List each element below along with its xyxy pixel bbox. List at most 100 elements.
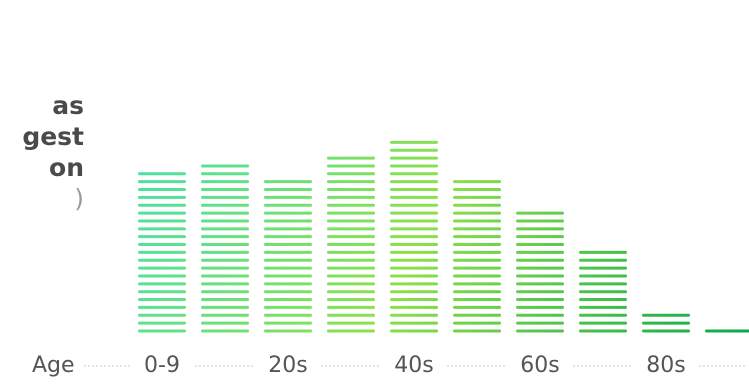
bar-segment bbox=[138, 321, 186, 325]
bar-segment bbox=[327, 235, 375, 239]
bar-segment bbox=[201, 172, 249, 176]
bar-segment bbox=[264, 290, 312, 294]
bar-segment bbox=[327, 290, 375, 294]
bar-segment bbox=[138, 172, 186, 176]
bar-segment bbox=[453, 211, 501, 215]
bar-segment bbox=[264, 321, 312, 325]
bar-segment bbox=[327, 250, 375, 254]
bar-segment bbox=[390, 195, 438, 199]
bar-60s bbox=[516, 211, 564, 333]
bar-segment bbox=[201, 329, 249, 333]
bar-segment bbox=[138, 258, 186, 262]
tick-label-80s: 80s bbox=[646, 353, 685, 378]
bar-segment bbox=[201, 290, 249, 294]
bar-segment bbox=[516, 250, 564, 254]
bar-segment bbox=[138, 313, 186, 317]
bar-segment bbox=[138, 235, 186, 239]
bar-segment bbox=[138, 211, 186, 215]
bar-segment bbox=[453, 180, 501, 184]
bar-segment bbox=[453, 195, 501, 199]
bar-segment bbox=[516, 298, 564, 302]
bar-segment bbox=[327, 172, 375, 176]
bar-segment bbox=[138, 219, 186, 223]
bar-segment bbox=[138, 243, 186, 247]
bar-segment bbox=[201, 211, 249, 215]
bar-segment bbox=[579, 250, 627, 254]
bar-segment bbox=[264, 211, 312, 215]
bar-segment bbox=[516, 282, 564, 286]
bar-segment bbox=[264, 243, 312, 247]
axis-dots bbox=[573, 365, 631, 367]
axis-dots bbox=[84, 365, 130, 367]
bar-70s bbox=[579, 250, 627, 333]
bar-segment bbox=[390, 290, 438, 294]
bar-segment bbox=[201, 243, 249, 247]
bar-segment bbox=[138, 298, 186, 302]
bar-segment bbox=[201, 227, 249, 231]
bar-segment bbox=[390, 266, 438, 270]
bar-segment bbox=[453, 305, 501, 309]
bar-segment bbox=[516, 329, 564, 333]
bar-segment bbox=[327, 156, 375, 160]
bar-segment bbox=[390, 180, 438, 184]
bar-segment bbox=[390, 258, 438, 262]
bar-segment bbox=[264, 282, 312, 286]
bar-segment bbox=[579, 298, 627, 302]
bar-segment bbox=[390, 227, 438, 231]
bar-30s bbox=[327, 156, 375, 333]
bar-segment bbox=[138, 282, 186, 286]
bar-segment bbox=[705, 329, 749, 333]
axis-dots bbox=[195, 365, 253, 367]
bar-segment bbox=[138, 203, 186, 207]
bar-segment bbox=[390, 282, 438, 286]
bar-segment bbox=[579, 321, 627, 325]
bar-segment bbox=[516, 258, 564, 262]
bar-segment bbox=[453, 203, 501, 207]
bar-segment bbox=[390, 164, 438, 168]
bar-segment bbox=[453, 235, 501, 239]
bar-segment bbox=[390, 250, 438, 254]
bar-segment bbox=[516, 235, 564, 239]
bar-segment bbox=[201, 250, 249, 254]
tick-label-60s: 60s bbox=[520, 353, 559, 378]
bar-segment bbox=[201, 282, 249, 286]
bar-segment bbox=[453, 290, 501, 294]
bar-segment bbox=[453, 329, 501, 333]
bar-segment bbox=[327, 180, 375, 184]
bar-segment bbox=[453, 227, 501, 231]
bar-segment bbox=[138, 180, 186, 184]
bar-segment bbox=[138, 290, 186, 294]
bar-segment bbox=[201, 164, 249, 168]
bar-segment bbox=[453, 321, 501, 325]
bar-segment bbox=[201, 219, 249, 223]
headline: as gest on ) bbox=[0, 90, 84, 214]
bar-segment bbox=[453, 219, 501, 223]
bar-segment bbox=[138, 227, 186, 231]
headline-line-2: gest bbox=[22, 122, 84, 151]
bar-segment bbox=[579, 305, 627, 309]
bar-segment bbox=[201, 235, 249, 239]
bar-segment bbox=[138, 250, 186, 254]
bar-segment bbox=[453, 250, 501, 254]
bar-segment bbox=[579, 274, 627, 278]
bar-segment bbox=[390, 219, 438, 223]
bar-segment bbox=[516, 290, 564, 294]
bar-segment bbox=[453, 313, 501, 317]
x-axis: Age 0-9 20s 40s 60s 80s bbox=[32, 353, 745, 378]
bar-segment bbox=[579, 258, 627, 262]
bar-segment bbox=[138, 266, 186, 270]
bar-segment bbox=[327, 313, 375, 317]
bar-segment bbox=[453, 243, 501, 247]
bar-segment bbox=[264, 266, 312, 270]
bar-segment bbox=[390, 203, 438, 207]
bar-segment bbox=[516, 266, 564, 270]
bar-segment bbox=[390, 313, 438, 317]
bar-50s bbox=[453, 180, 501, 333]
bar-segment bbox=[327, 188, 375, 192]
bar-segment bbox=[138, 195, 186, 199]
bar-segment bbox=[453, 274, 501, 278]
bar-segment bbox=[453, 266, 501, 270]
bar-segment bbox=[579, 266, 627, 270]
